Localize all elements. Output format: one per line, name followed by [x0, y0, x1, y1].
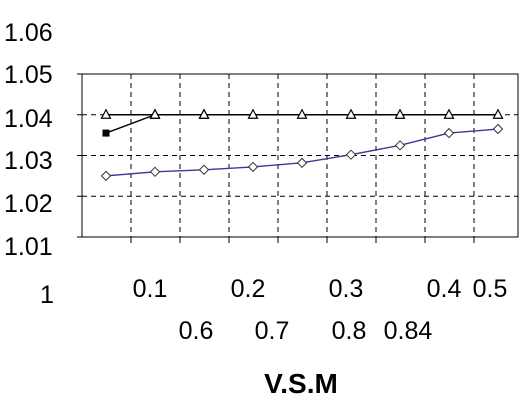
- x-axis-title: V.S.M: [264, 368, 338, 399]
- series-layer: [100, 108, 504, 182]
- square-marker: [102, 129, 110, 137]
- x-tick-label: 0.3: [329, 275, 364, 303]
- diamond-marker: [247, 161, 259, 173]
- y-axis: [77, 73, 82, 238]
- y-tick-label: 1: [40, 281, 54, 309]
- y-tick-label: 1.04: [4, 105, 53, 133]
- x-tick-label: 0.7: [255, 317, 290, 345]
- triangle-marker: [492, 108, 504, 119]
- triangle-marker: [247, 108, 259, 119]
- x-tick-label: 0.84: [384, 317, 433, 345]
- x-tick-label: 0.8: [332, 317, 367, 345]
- y-tick-label: 1.03: [4, 147, 53, 175]
- y-tick-label: 1.05: [4, 61, 53, 89]
- triangle-marker: [149, 108, 161, 119]
- diamond-marker: [345, 149, 357, 160]
- diamond-marker: [100, 170, 112, 182]
- diamond-marker: [394, 140, 406, 151]
- x-tick-label: 0.4: [427, 275, 462, 303]
- series-3: [100, 123, 504, 182]
- triangle-marker: [345, 108, 357, 119]
- plot-area: [77, 73, 519, 243]
- y-tick-label: 1.01: [4, 233, 53, 261]
- gridlines: [82, 74, 518, 237]
- diamond-marker: [149, 166, 161, 178]
- diamond-marker: [492, 123, 504, 135]
- diamond-marker: [296, 157, 308, 169]
- triangle-marker: [198, 108, 210, 119]
- y-tick-label: 1.06: [4, 19, 53, 47]
- x-tick-label: 0.6: [179, 317, 214, 345]
- x-tick-label: 0.1: [133, 275, 168, 303]
- triangle-marker: [394, 108, 406, 119]
- triangle-marker: [296, 108, 308, 119]
- series-line: [105, 128, 499, 177]
- x-tick-label: 0.5: [473, 275, 508, 303]
- triangle-marker: [443, 108, 455, 119]
- x-tick-label: 0.2: [231, 275, 266, 303]
- diamond-marker: [198, 164, 210, 175]
- y-tick-label: 1.02: [4, 190, 53, 218]
- x-tick-labels: 0.1 0.2 0.3 0.4 0.5 0.6 0.7 0.8 0.84: [133, 275, 508, 345]
- y-tick-labels: 1.06 1.05 1.04 1.03 1.02 1.01 1: [4, 19, 54, 309]
- triangle-marker: [100, 108, 112, 119]
- x-axis: [130, 237, 475, 243]
- series-2: [100, 108, 504, 119]
- diamond-marker: [443, 127, 455, 139]
